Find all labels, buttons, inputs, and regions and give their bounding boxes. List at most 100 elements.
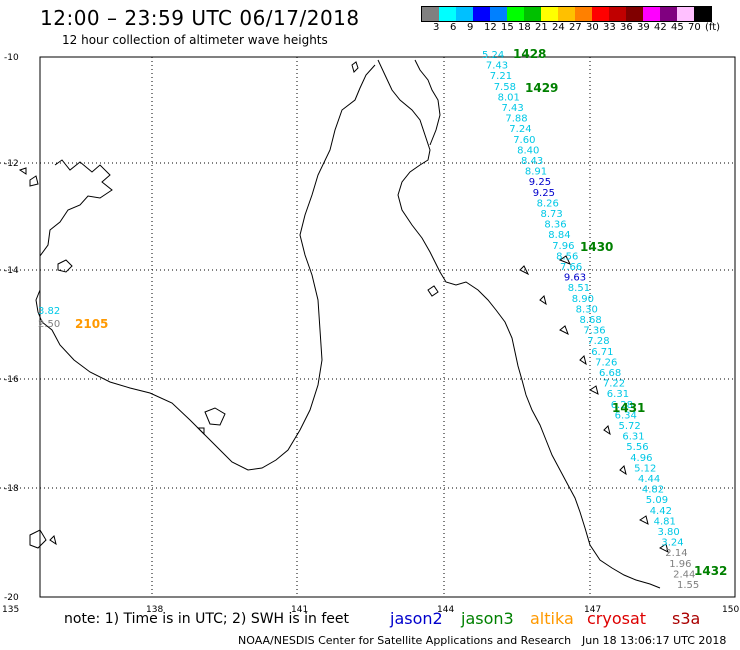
track-pass-label: 1429 (525, 81, 558, 95)
track-pass-label: 2105 (75, 317, 108, 331)
wave-height-value: 5.72 (619, 421, 641, 432)
wave-height-value: 7.43 (502, 103, 524, 114)
wave-height-value: 4.96 (630, 453, 652, 464)
wave-height-value: 7.22 (603, 379, 625, 390)
map-frame (39, 56, 736, 598)
wave-height-value: 8.73 (541, 209, 563, 220)
wave-height-value: 8.40 (517, 145, 539, 156)
wave-height-value: 9.63 (564, 273, 586, 284)
wave-height-value: 8.26 (537, 198, 559, 209)
scale-label: 30 (586, 22, 599, 33)
track-pass-label: 1432 (694, 564, 727, 578)
wave-height-value: 8.68 (580, 315, 602, 326)
wave-height-value: 5.24 (482, 50, 504, 61)
footer-note: note: 1) Time is in UTC; 2) SWH is in fe… (64, 611, 350, 627)
scale-label: 6 (450, 22, 457, 33)
wave-height-value: 8.91 (525, 167, 547, 178)
wave-height-value: 7.36 (583, 326, 605, 337)
wave-height-value: 7.88 (505, 114, 527, 125)
wave-height-value: 7.21 (490, 71, 512, 82)
scale-label: 21 (535, 22, 548, 33)
page-subtitle: 12 hour collection of altimeter wave hei… (62, 33, 328, 47)
track-labels: 1428 1429 1430 1431 1432 2105 (75, 47, 727, 578)
legend-jason3: jason3 (461, 609, 514, 628)
wave-height-value: 9.25 (533, 188, 555, 199)
wave-height-value: 3.82 (38, 306, 60, 317)
wave-height-value: 5.12 (634, 463, 656, 474)
wave-height-value: 3.80 (658, 527, 680, 538)
wave-height-value: 7.24 (509, 124, 531, 135)
lon-label: 141 (291, 605, 308, 615)
wave-height-value: 8.36 (544, 220, 566, 231)
scale-swatch (609, 7, 626, 21)
coastline-cape-york (377, 59, 661, 589)
coastline-cape-york-north (414, 59, 441, 146)
wave-height-value: 8.51 (568, 283, 590, 294)
wave-height-value: 6.28 (611, 400, 633, 411)
scale-swatch (473, 7, 490, 21)
scale-swatch (558, 7, 575, 21)
wave-height-value: 1.55 (677, 580, 699, 591)
lon-label: 135 (2, 605, 19, 615)
legend-s3a: s3a (672, 609, 701, 628)
scale-labels: 3 6 9 12 15 18 21 24 27 30 33 36 39 42 45 70 (ft) (421, 22, 740, 34)
wave-height-value: 2.50 (38, 319, 60, 330)
wave-height-value: 6.68 (599, 368, 621, 379)
scale-swatch (422, 7, 439, 21)
track-pass-label: 1430 (580, 240, 613, 254)
wave-height-value: 6.71 (591, 347, 613, 358)
lat-label: -12 (4, 159, 19, 169)
scale-swatch (626, 7, 643, 21)
legend-jason2: jason2 (390, 609, 443, 628)
scale-label: 42 (654, 22, 667, 33)
wave-height-value: 2.14 (665, 548, 687, 559)
lat-label: -18 (4, 484, 19, 494)
scale-label: 27 (569, 22, 582, 33)
axis-labels: -10 -12 -14 -16 -18 -20 135 138 141 144 … (2, 53, 739, 615)
lat-label: -14 (4, 266, 19, 276)
scale-label: 70 (688, 22, 701, 33)
coastline (18, 59, 669, 589)
wave-height-value: 7.66 (560, 262, 582, 273)
page-title: 12:00 – 23:59 UTC 06/17/2018 (40, 6, 360, 30)
wave-height-value: 7.58 (494, 82, 516, 93)
track-pass-label: 1431 (612, 401, 645, 415)
wave-height-value: 7.60 (513, 135, 535, 146)
lon-label: 147 (584, 605, 601, 615)
scale-label: 39 (637, 22, 650, 33)
scale-swatch (456, 7, 473, 21)
scale-swatch (490, 7, 507, 21)
lon-label: 138 (146, 605, 163, 615)
wave-height-value: 7.28 (587, 336, 609, 347)
scale-swatch (694, 7, 711, 21)
credit-line: NOAA/NESDIS Center for Satellite Applica… (238, 634, 572, 647)
scale-label: 9 (467, 22, 474, 33)
wave-height-value: 8.43 (521, 156, 543, 167)
wave-height-value: 8.90 (572, 294, 594, 305)
legend-cryosat: cryosat (587, 609, 647, 628)
wave-height-value: 4.42 (650, 506, 672, 517)
scale-swatch (660, 7, 677, 21)
legend-altika: altika (530, 609, 574, 628)
graticule (0, 57, 735, 597)
wave-height-value: 8.30 (576, 304, 598, 315)
scale-label: 18 (518, 22, 531, 33)
wave-height-value: 4.81 (654, 516, 676, 527)
scale-swatch (575, 7, 592, 21)
wave-height-value: 4.82 (642, 485, 664, 496)
wave-height-value: 8.56 (556, 251, 578, 262)
scale-swatch (643, 7, 660, 21)
wave-height-value: 6.34 (615, 410, 637, 421)
scale-label: 3 (433, 22, 440, 33)
coastline-reefs (351, 61, 669, 553)
generation-timestamp: Jun 18 13:06:17 UTC 2018 (582, 634, 727, 647)
scale-label: 45 (671, 22, 684, 33)
wave-height-value: 8.01 (498, 92, 520, 103)
wave-height-value: 5.56 (626, 442, 648, 453)
wave-height-value: 8.84 (548, 230, 570, 241)
scale-swatch (541, 7, 558, 21)
scale-label: 33 (603, 22, 616, 33)
lat-label: -16 (4, 375, 19, 385)
track-pass-label: 1428 (513, 47, 546, 61)
